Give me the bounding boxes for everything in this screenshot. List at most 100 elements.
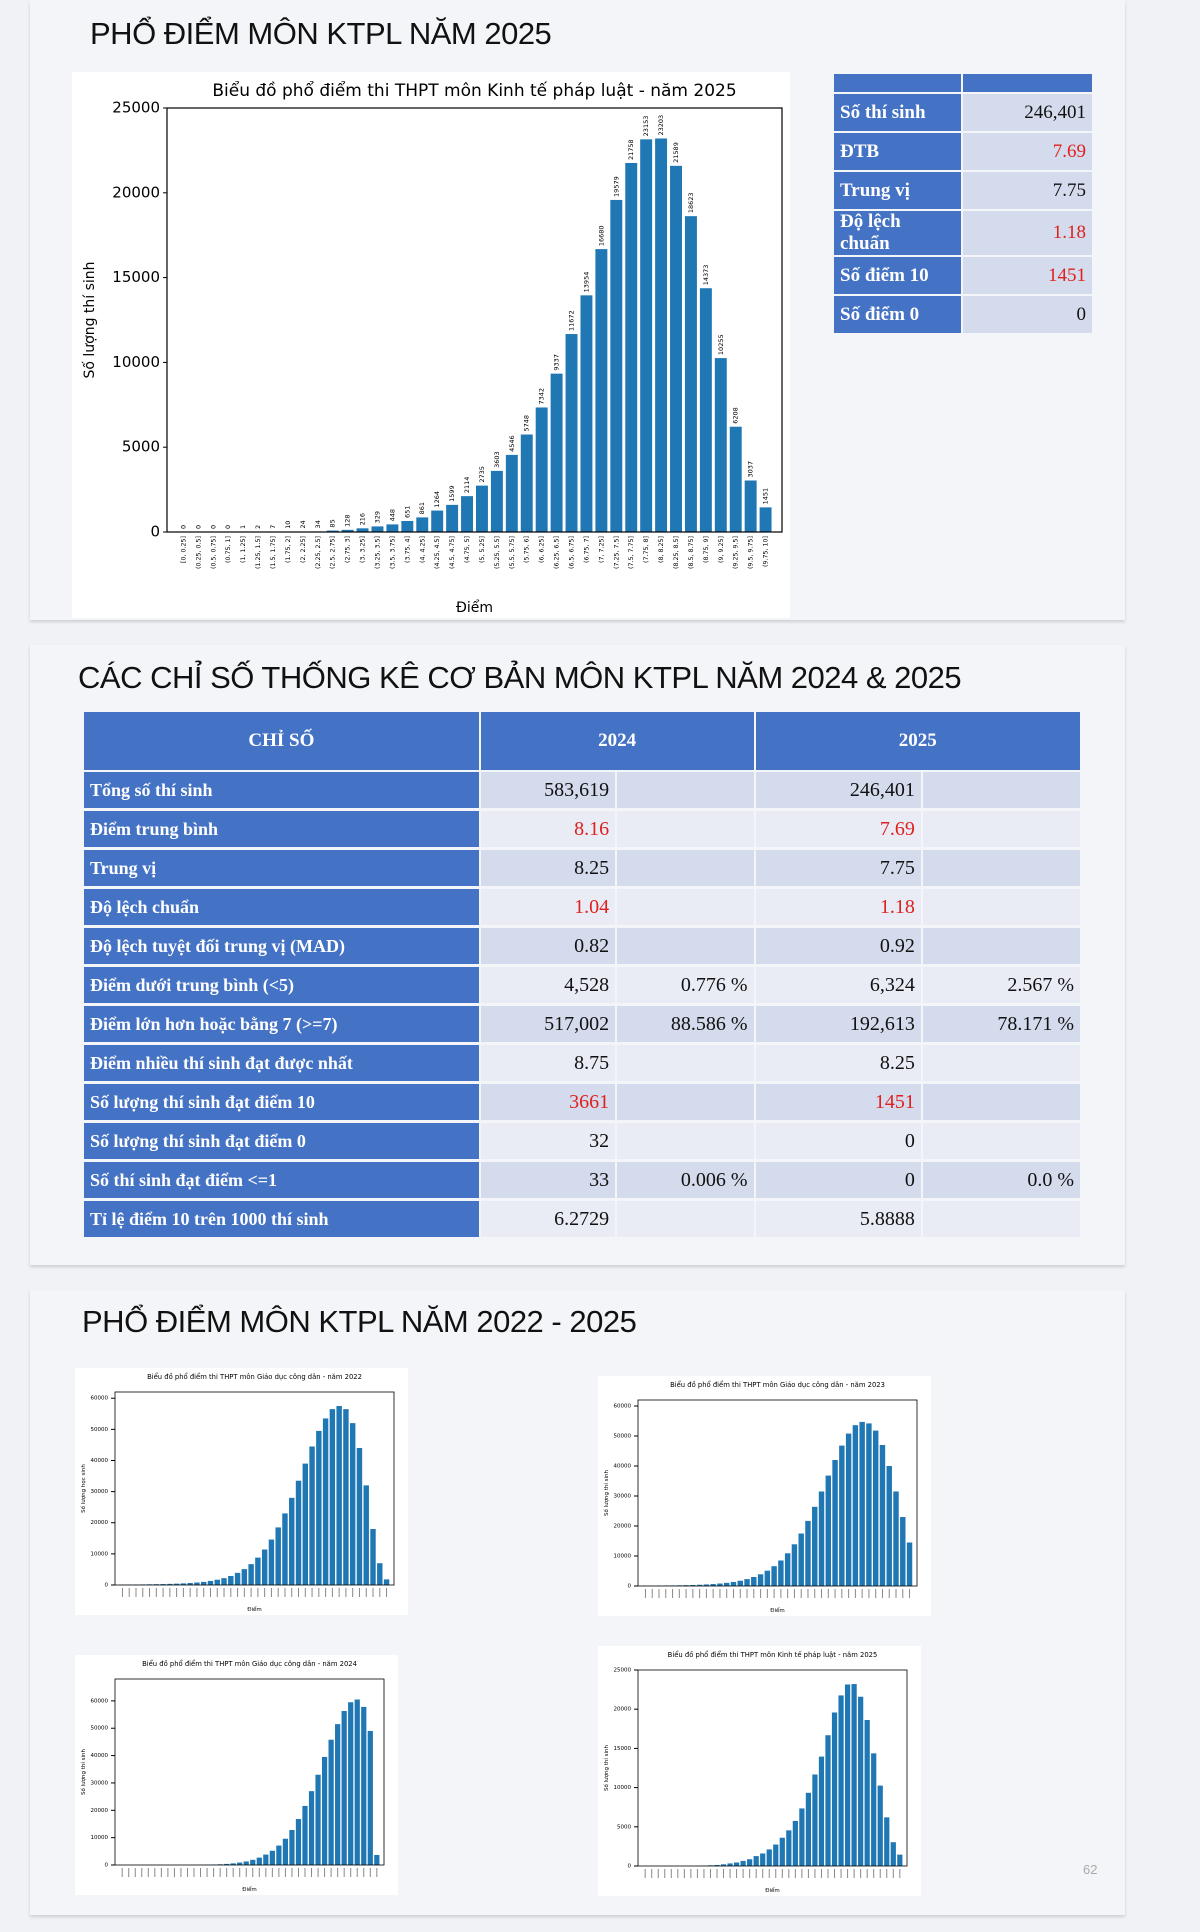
x-tick-stub bbox=[232, 1868, 234, 1877]
chart-bar bbox=[289, 1829, 295, 1865]
x-tick-label: (1.75, 2] bbox=[285, 536, 292, 563]
chart-bar bbox=[361, 1706, 367, 1865]
x-tick-stub bbox=[683, 1869, 685, 1878]
x-tick-stub bbox=[760, 1589, 762, 1598]
x-tick-stub bbox=[726, 1589, 728, 1598]
stat-label: Điểm dưới trung bình (<5) bbox=[82, 965, 481, 1006]
stat-row: Điểm lớn hơn hoặc bằng 7 (>=7) 517,002 88.… bbox=[82, 1004, 1083, 1045]
chart-bar bbox=[461, 496, 474, 532]
x-tick-stub bbox=[338, 1588, 340, 1597]
stat-value-2024: 3661 bbox=[478, 1082, 618, 1123]
chart-bar bbox=[792, 1820, 798, 1866]
x-axis-label: Điểm bbox=[242, 1886, 257, 1893]
x-tick-stub bbox=[134, 1868, 136, 1877]
x-tick-stub bbox=[827, 1589, 829, 1598]
x-tick-stub bbox=[271, 1868, 273, 1877]
chart-bar bbox=[302, 1805, 308, 1865]
x-tick-label: [0, 0.25] bbox=[180, 536, 187, 563]
x-tick-stub bbox=[755, 1869, 757, 1878]
x-tick-stub bbox=[264, 1588, 266, 1597]
chart-bar bbox=[341, 529, 354, 532]
chart-bar bbox=[818, 1756, 825, 1866]
chart-bar bbox=[753, 1856, 759, 1866]
chart-bar bbox=[751, 1577, 757, 1586]
summary-label: ĐTB bbox=[832, 131, 963, 172]
chart-bar bbox=[805, 1792, 812, 1866]
x-tick-label: (6.75, 7] bbox=[583, 536, 590, 563]
x-tick-label: (0.25, 0.5] bbox=[195, 536, 202, 569]
x-tick-stub bbox=[356, 1868, 358, 1877]
chart-bar bbox=[383, 1579, 390, 1585]
bar-value-label: 10 bbox=[284, 521, 292, 529]
stat-row: Số lượng thí sinh đạt điểm 10 3661 1451 bbox=[82, 1082, 1083, 1123]
bar-value-label: 21758 bbox=[627, 139, 635, 160]
x-tick-stub bbox=[193, 1868, 195, 1877]
bar-value-label: 651 bbox=[403, 506, 411, 518]
stat-value-2024: 517,002 bbox=[478, 1004, 618, 1045]
x-tick-stub bbox=[325, 1588, 327, 1597]
x-tick-label: (6.25, 6.5] bbox=[554, 536, 561, 569]
x-tick-stub bbox=[657, 1869, 659, 1878]
chart-bar bbox=[696, 1584, 703, 1586]
thumb-chart-2023: Biểu đồ phổ điểm thi THPT môn Giáo dục c… bbox=[598, 1376, 931, 1616]
chart-bar bbox=[670, 165, 682, 532]
x-tick-label: (0.75, 1] bbox=[225, 536, 232, 563]
chart-bar bbox=[302, 1463, 308, 1585]
x-tick-label: (6.5, 6.75] bbox=[569, 536, 576, 569]
chart-bar bbox=[250, 1859, 256, 1865]
x-tick-stub bbox=[180, 1868, 182, 1877]
bar-value-label: 5748 bbox=[523, 415, 531, 432]
chart-bar bbox=[818, 1491, 825, 1586]
stat-value-2025: 192,613 bbox=[753, 1004, 923, 1045]
statistics-table: CHỈ SỐ 2024 2025 Tổng số thí sinh 583,619… bbox=[82, 710, 1083, 1240]
chart-bar bbox=[812, 1506, 818, 1586]
stat-value-2025: 8.25 bbox=[753, 1043, 923, 1084]
chart-bar bbox=[595, 249, 608, 533]
chart-bar bbox=[747, 1859, 753, 1866]
stat-percent-2024: 0.776 % bbox=[615, 965, 756, 1006]
chart-bar bbox=[886, 1466, 892, 1586]
x-tick-stub bbox=[690, 1869, 692, 1878]
stat-value-2025: 6,324 bbox=[753, 965, 923, 1006]
x-tick-stub bbox=[343, 1868, 345, 1877]
chart-bar bbox=[431, 510, 444, 532]
bar-value-label: 14373 bbox=[702, 265, 710, 286]
chart-bar bbox=[730, 1581, 737, 1586]
y-axis-label: Số lượng thí sinh bbox=[603, 1744, 610, 1791]
x-tick-stub bbox=[895, 1589, 897, 1598]
x-tick-stub bbox=[712, 1589, 714, 1598]
y-tick-label: 0 bbox=[105, 1583, 109, 1589]
chart-bar bbox=[343, 1409, 349, 1585]
chart-bar bbox=[580, 295, 593, 532]
x-tick-label: (8.5, 8.75] bbox=[688, 536, 695, 569]
bar-value-label: 24 bbox=[299, 520, 307, 528]
bar-value-label: 2 bbox=[254, 525, 262, 529]
x-tick-label: (3.5, 3.75] bbox=[389, 536, 396, 569]
chart-bar bbox=[160, 1584, 166, 1585]
chart-bar bbox=[872, 1430, 879, 1586]
y-tick-label: 0 bbox=[150, 523, 160, 541]
x-tick-stub bbox=[291, 1588, 293, 1597]
x-tick-stub bbox=[121, 1588, 123, 1597]
chart-bar bbox=[234, 1572, 241, 1585]
chart-bar bbox=[884, 1817, 890, 1866]
stat-row: Độ lệch chuẩn 1.04 1.18 bbox=[82, 887, 1083, 928]
x-tick-stub bbox=[147, 1868, 149, 1877]
bar-value-label: 1 bbox=[239, 525, 247, 529]
x-tick-label: (9.75, 10] bbox=[763, 536, 770, 567]
chart-bar bbox=[282, 1838, 289, 1865]
chart-bar bbox=[565, 334, 578, 532]
y-tick-label: 5000 bbox=[122, 438, 160, 456]
chart-bar bbox=[354, 1699, 360, 1865]
chart-bar bbox=[773, 1844, 779, 1866]
chart-bar bbox=[799, 1808, 805, 1866]
x-tick-stub bbox=[330, 1868, 332, 1877]
summary-label: Số điểm 0 bbox=[832, 294, 963, 335]
chart-bar bbox=[263, 1854, 269, 1865]
summary-header-cell bbox=[832, 72, 963, 94]
x-tick-stub bbox=[739, 1589, 741, 1598]
chart-bar bbox=[349, 1423, 356, 1585]
summary-label: Số điểm 10 bbox=[832, 255, 963, 296]
x-tick-stub bbox=[814, 1869, 816, 1878]
x-tick-stub bbox=[807, 1869, 809, 1878]
